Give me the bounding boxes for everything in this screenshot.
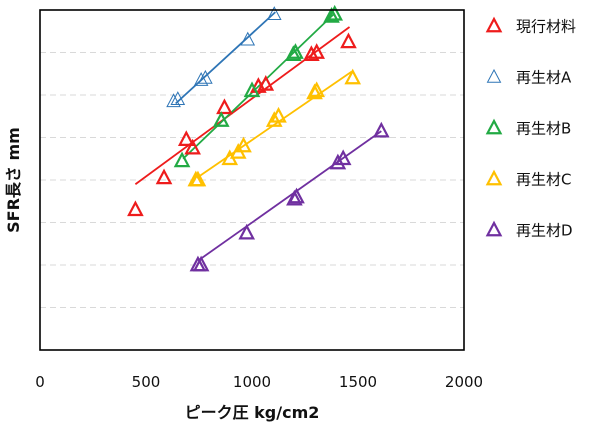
y-axis-title: SFR長さ mm	[4, 127, 23, 233]
trendline	[182, 13, 335, 160]
data-markers	[127, 4, 390, 272]
data-point	[240, 31, 256, 46]
legend-marker	[485, 169, 503, 186]
data-point	[265, 111, 283, 127]
data-point	[326, 4, 344, 21]
data-point	[193, 72, 209, 86]
data-point	[212, 111, 230, 127]
data-point	[192, 255, 210, 272]
data-point	[344, 68, 362, 85]
data-point	[173, 151, 191, 168]
data-point	[334, 149, 352, 166]
x-tick-label: 1000	[233, 373, 271, 391]
x-tick-label: 2000	[445, 373, 483, 391]
data-point	[238, 223, 256, 240]
x-tick-labels: 0 500 1000 1500 2000	[35, 373, 483, 391]
legend-marker	[485, 16, 503, 33]
data-point	[216, 98, 233, 115]
data-point	[177, 130, 195, 146]
x-tick-label: 1500	[339, 373, 377, 391]
data-point	[329, 153, 347, 170]
data-point	[243, 81, 261, 98]
data-point	[340, 32, 357, 49]
data-point	[288, 187, 305, 204]
x-tick-label: 500	[132, 373, 161, 391]
data-point	[189, 170, 207, 187]
data-point	[235, 136, 252, 153]
legend-label: 再生材B	[516, 120, 571, 138]
data-point	[166, 93, 181, 108]
plot-frame	[39, 9, 465, 351]
legend-label: 再生材A	[516, 69, 572, 87]
trendline	[175, 11, 276, 105]
data-point	[323, 7, 340, 23]
data-point	[303, 45, 320, 61]
data-point	[127, 200, 144, 217]
data-point	[270, 106, 287, 123]
legend-marker	[485, 118, 503, 135]
legend-label: 現行材料	[516, 18, 576, 36]
data-point	[308, 43, 325, 59]
data-point	[155, 168, 173, 185]
legend-label: 再生材C	[516, 171, 571, 189]
legend-label: 再生材D	[516, 222, 573, 240]
data-point	[287, 43, 304, 59]
legend-marker	[485, 220, 503, 237]
data-point	[372, 121, 390, 138]
x-axis-title: ピーク圧 kg/cm2	[185, 403, 320, 422]
data-point	[308, 81, 325, 98]
data-point	[170, 91, 186, 106]
data-point	[184, 138, 201, 155]
data-point	[266, 6, 282, 21]
trendlines	[134, 11, 382, 262]
trendline	[197, 130, 382, 262]
x-tick-label: 0	[35, 373, 45, 391]
data-point	[198, 69, 213, 84]
legend-marker	[486, 68, 502, 83]
data-point	[257, 75, 275, 91]
